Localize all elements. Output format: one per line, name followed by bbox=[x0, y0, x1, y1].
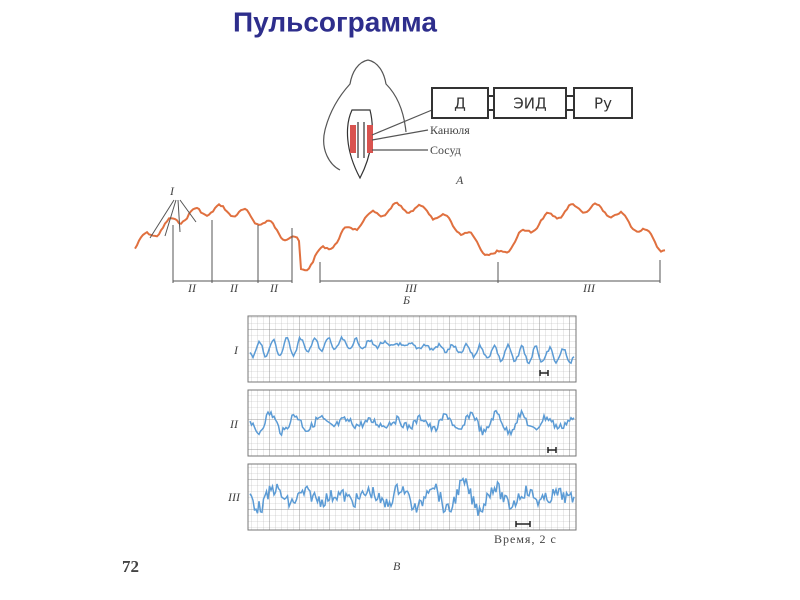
block-label: ЭИД bbox=[513, 95, 546, 113]
label: Сосуд bbox=[430, 143, 461, 157]
block-label: Ру bbox=[594, 95, 612, 113]
pulse-wave bbox=[134, 201, 666, 272]
marker: I bbox=[169, 184, 175, 198]
block bbox=[493, 87, 567, 119]
interval-label: II bbox=[187, 281, 197, 295]
row-label: III bbox=[227, 490, 241, 504]
waveform bbox=[249, 335, 575, 365]
block-diagram: Д ЭИД Ру bbox=[431, 87, 633, 119]
waveform bbox=[134, 201, 666, 272]
recording-panels bbox=[247, 315, 577, 531]
interval-lines bbox=[172, 220, 661, 283]
block bbox=[431, 87, 489, 119]
interval-label: II bbox=[269, 281, 279, 295]
row-label: II bbox=[229, 417, 239, 431]
pulse-recordings bbox=[249, 335, 575, 516]
caption: В bbox=[393, 559, 401, 573]
block-label: Д bbox=[454, 95, 466, 113]
interval-label: III bbox=[582, 281, 596, 295]
time-label: Время, 2 с bbox=[494, 532, 557, 546]
interval-label: III bbox=[404, 281, 418, 295]
interval-label: II bbox=[229, 281, 239, 295]
scale-marks bbox=[515, 370, 557, 527]
row-label: I bbox=[233, 343, 239, 357]
caption: Б bbox=[402, 293, 410, 307]
waveform bbox=[249, 408, 575, 437]
marker-lines bbox=[149, 199, 197, 239]
page-number: 72 bbox=[122, 557, 139, 576]
animal-sketch bbox=[323, 59, 433, 180]
label: Канюля bbox=[430, 123, 470, 137]
waveform bbox=[249, 477, 575, 516]
caption: А bbox=[455, 173, 464, 187]
title: Пульсограмма bbox=[233, 6, 437, 37]
block bbox=[573, 87, 633, 119]
